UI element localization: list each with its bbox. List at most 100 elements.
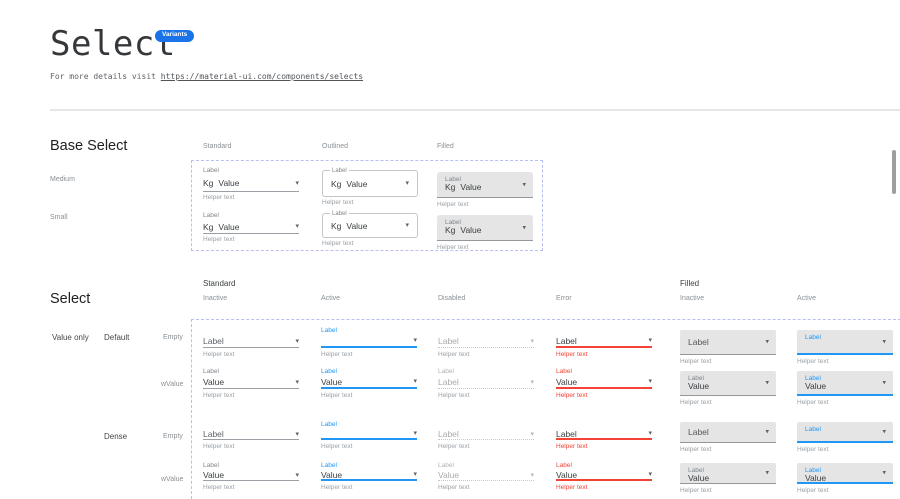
select-value: Value — [438, 470, 460, 480]
dropdown-caret-icon[interactable]: ▾ — [648, 430, 652, 437]
select-value: Value — [321, 376, 343, 387]
dropdown-caret-icon[interactable]: ▾ — [295, 378, 299, 386]
dropdown-caret-icon[interactable]: ▾ — [413, 378, 417, 385]
dropdown-caret-icon[interactable]: ▾ — [765, 379, 769, 387]
dropdown-caret-icon[interactable]: ▾ — [405, 222, 409, 229]
select-input-inactive[interactable]: Kg Value ▾ — [203, 175, 299, 192]
dropdown-caret-icon[interactable]: ▾ — [522, 224, 526, 232]
select-value: Value — [556, 469, 578, 480]
select-input-error[interactable]: Value ▾ — [556, 376, 652, 389]
select-value-row: Value — [680, 472, 776, 483]
dropdown-caret-icon[interactable]: ▾ — [413, 430, 417, 437]
dropdown-caret-icon[interactable]: ▾ — [413, 337, 417, 344]
column-header-inactive: Inactive — [203, 295, 228, 302]
select-input-inactive[interactable]: Kg Value ▾ — [203, 220, 299, 234]
select-input-disabled[interactable]: Label ▾ — [438, 376, 534, 389]
select-value: Value — [688, 381, 710, 391]
select-input-disabled[interactable]: Value ▾ — [438, 470, 534, 481]
select-placeholder: Label — [556, 335, 577, 346]
select-input-error[interactable]: Label ▾ — [556, 429, 652, 440]
select-input-inactive[interactable]: Label ▾ — [203, 335, 299, 348]
helper-text: Helper text — [203, 351, 235, 358]
dropdown-caret-icon[interactable]: ▾ — [530, 378, 534, 386]
dropdown-caret-icon[interactable]: ▾ — [295, 471, 299, 479]
floating-label: Label — [203, 167, 219, 174]
select-input-filled-inactive[interactable]: Label ▾ — [680, 422, 776, 443]
dropdown-caret-icon[interactable]: ▾ — [295, 179, 299, 187]
select-input-inactive[interactable]: Label ▾ — [203, 429, 299, 440]
dropdown-caret-icon[interactable]: ▾ — [882, 338, 886, 345]
select-input-filled-inactive[interactable]: Label Value ▾ — [680, 463, 776, 484]
select-value-row: Value — [680, 380, 776, 391]
dropdown-caret-icon[interactable]: ▾ — [765, 469, 769, 477]
select-input-error[interactable]: Label ▾ — [556, 335, 652, 348]
select-input-outlined[interactable]: Label Kg Value ▾ — [322, 168, 418, 197]
dropdown-caret-icon[interactable]: ▾ — [405, 180, 409, 187]
helper-text: Helper text — [797, 487, 829, 494]
select-cell: Label ▾ Helper text — [797, 420, 893, 453]
dropdown-caret-icon[interactable]: ▾ — [295, 337, 299, 345]
select-value: Value — [218, 221, 240, 232]
select-input-inactive[interactable]: Value ▾ — [203, 376, 299, 389]
select-cell: Label Value ▾ Helper text — [203, 367, 299, 399]
dropdown-caret-icon[interactable]: ▾ — [530, 430, 534, 438]
column-header-filled-active: Active — [797, 295, 817, 302]
select-value-row: Kg Value — [437, 224, 533, 235]
select-value-row: Kg Value — [437, 181, 533, 192]
variants-badge[interactable]: Variants — [155, 30, 195, 42]
floating-label — [438, 420, 534, 429]
select-input-error[interactable]: Value ▾ — [556, 470, 652, 481]
floating-label: Label — [556, 368, 572, 375]
select-cell: Label Kg Value ▾ Helper text — [437, 215, 533, 251]
select-input-outlined[interactable]: Label Kg Value ▾ — [322, 211, 418, 238]
dropdown-caret-icon[interactable]: ▾ — [765, 338, 769, 346]
select-input-inactive[interactable]: Value ▾ — [203, 470, 299, 481]
select-input-disabled[interactable]: Label ▾ — [438, 335, 534, 348]
dropdown-caret-icon[interactable]: ▾ — [882, 428, 886, 435]
floating-label: Label — [330, 168, 349, 175]
select-input-active[interactable]: Value ▾ — [321, 376, 417, 389]
dropdown-caret-icon[interactable]: ▾ — [648, 378, 652, 385]
helper-text: Helper text — [321, 351, 353, 358]
dropdown-caret-icon[interactable]: ▾ — [648, 471, 652, 478]
helper-text: Helper text — [322, 199, 354, 206]
select-value-row: Value — [797, 380, 893, 391]
dropdown-caret-icon[interactable]: ▾ — [882, 379, 886, 386]
helper-text: Helper text — [437, 244, 469, 251]
dropdown-caret-icon[interactable]: ▾ — [295, 223, 299, 230]
dropdown-caret-icon[interactable]: ▾ — [530, 337, 534, 345]
column-header-error: Error — [556, 295, 572, 302]
select-input-filled-active[interactable]: Label Value ▾ — [797, 463, 893, 484]
select-input-active[interactable]: Value ▾ — [321, 470, 417, 481]
select-input-filled-inactive[interactable]: Label Value ▾ — [680, 371, 776, 396]
floating-label — [203, 420, 299, 429]
select-input-filled-active[interactable]: Label Value ▾ — [797, 371, 893, 396]
select-input-active[interactable]: ▾ — [321, 429, 417, 440]
dropdown-caret-icon[interactable]: ▾ — [295, 430, 299, 438]
select-input-filled-inactive[interactable]: Label Kg Value ▾ — [437, 172, 533, 198]
select-cell: Label Kg Value ▾ Helper text — [203, 166, 299, 201]
row-group-value-only: Value only — [52, 333, 89, 342]
docs-link[interactable]: https://material-ui.com/components/selec… — [160, 72, 364, 81]
select-input-active[interactable]: ▾ — [321, 335, 417, 348]
select-value: Value — [321, 469, 343, 480]
floating-label: Label — [203, 212, 219, 219]
dropdown-caret-icon[interactable]: ▾ — [765, 428, 769, 436]
helper-text: Helper text — [438, 351, 470, 358]
helper-text: Helper text — [438, 443, 470, 450]
helper-text: Helper text — [321, 484, 353, 491]
dropdown-caret-icon[interactable]: ▾ — [530, 471, 534, 479]
floating-label: Label — [321, 462, 337, 469]
select-input-disabled[interactable]: Label ▾ — [438, 429, 534, 440]
dropdown-caret-icon[interactable]: ▾ — [648, 337, 652, 344]
select-input-filled-inactive[interactable]: Label Kg Value ▾ — [437, 215, 533, 241]
row-variant-default: Default — [104, 333, 130, 342]
select-input-filled-inactive[interactable]: Label ▾ — [680, 330, 776, 355]
select-input-filled-active[interactable]: Label ▾ — [797, 422, 893, 443]
select-cell: Label Value ▾ Helper text — [797, 461, 893, 494]
dropdown-caret-icon[interactable]: ▾ — [882, 469, 886, 476]
select-input-filled-active[interactable]: Label ▾ — [797, 330, 893, 355]
scrollbar-thumb[interactable] — [892, 150, 896, 194]
dropdown-caret-icon[interactable]: ▾ — [522, 181, 526, 189]
dropdown-caret-icon[interactable]: ▾ — [413, 471, 417, 478]
